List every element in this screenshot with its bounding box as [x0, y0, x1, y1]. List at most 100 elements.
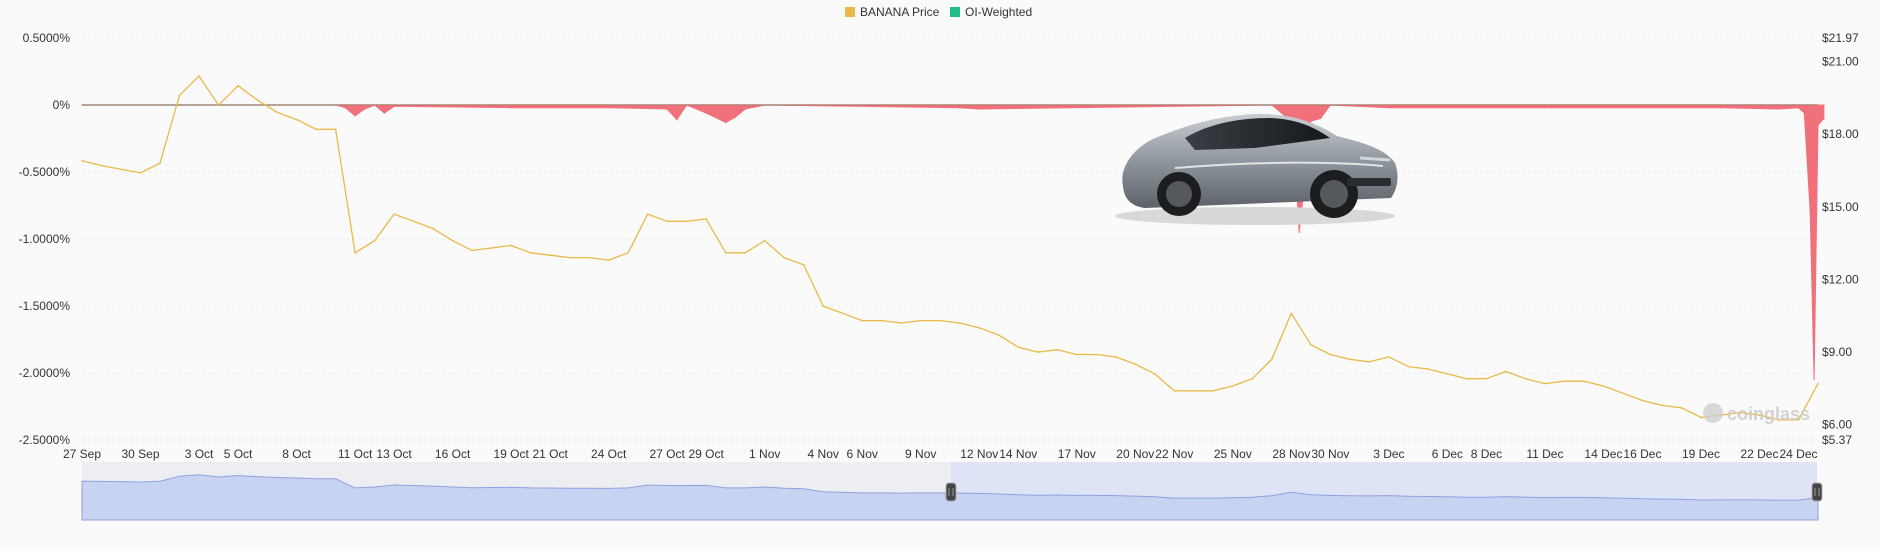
banana-price-point — [1154, 373, 1156, 375]
banana-price-point — [919, 319, 922, 322]
banana-price-point — [763, 239, 766, 242]
legend-label-oi-weighted: OI-Weighted — [965, 5, 1032, 19]
banana-price-point — [666, 220, 668, 223]
legend-swatch-oi-weighted — [950, 7, 960, 17]
x-axis-tick-label: 13 Oct — [376, 447, 412, 461]
x-axis-tick-label: 22 Nov — [1155, 447, 1193, 461]
right-axis-tick-label: $18.00 — [1822, 127, 1859, 141]
banana-price-point — [217, 104, 220, 106]
legend-item-oi-weighted[interactable]: OI-Weighted — [950, 5, 1032, 19]
x-axis-tick-label: 20 Nov — [1116, 447, 1154, 461]
banana-price-point — [1505, 370, 1507, 373]
left-axis-tick-label: -1.5000% — [19, 299, 71, 313]
oi-weighted-point — [676, 119, 678, 121]
banana-price-point — [724, 252, 727, 254]
oi-weighted-point — [364, 108, 366, 110]
oi-weighted-point — [666, 108, 668, 110]
banana-price-point — [939, 319, 942, 322]
banana-price-point — [1329, 353, 1332, 356]
banana-price-point — [1661, 404, 1663, 407]
banana-price-point — [978, 327, 981, 329]
banana-price-point — [471, 249, 473, 252]
banana-price-point — [958, 322, 961, 324]
oi-weighted-point — [959, 107, 961, 109]
x-axis-tick-label: 12 Nov — [960, 447, 998, 461]
x-axis-tick-label: 16 Dec — [1623, 447, 1661, 461]
banana-price-point — [705, 218, 707, 220]
x-axis-tick-label: 25 Nov — [1214, 447, 1252, 461]
x-axis-tick-label: 30 Nov — [1311, 447, 1349, 461]
banana-price-point — [822, 305, 825, 307]
x-axis-tick-label: 27 Sep — [63, 447, 101, 461]
x-axis-tick-label: 30 Sep — [121, 447, 159, 461]
banana-price-point — [510, 244, 512, 247]
banana-price-point — [1075, 353, 1078, 356]
banana-price-point — [1349, 358, 1351, 361]
x-axis-tick-label: 28 Nov — [1272, 447, 1310, 461]
banana-price-point — [412, 220, 415, 223]
banana-price-point — [900, 322, 903, 324]
left-axis-tick-label: 0.5000% — [23, 31, 71, 45]
navigator[interactable] — [81, 462, 1823, 521]
banana-price-point — [1758, 414, 1761, 416]
banana-price-point — [1056, 348, 1059, 351]
coinglass-logo-icon — [1703, 403, 1723, 423]
x-axis-tick-label: 11 Dec — [1526, 447, 1563, 461]
x-axis-tick-label: 4 Nov — [808, 447, 839, 461]
oi-weighted-point — [978, 108, 980, 110]
legend-swatch-banana-price — [845, 7, 855, 17]
banana-price-point — [178, 94, 181, 97]
navigator-left-handle[interactable] — [945, 482, 957, 502]
oi-weighted-point — [354, 115, 356, 117]
banana-price-point — [1485, 377, 1488, 380]
banana-price-point — [1622, 392, 1624, 395]
banana-price-point — [1290, 312, 1293, 315]
banana-price-point — [1232, 385, 1234, 387]
oi-weighted-point — [510, 107, 512, 109]
banana-price-point — [451, 239, 454, 242]
banana-price-point — [588, 256, 590, 259]
banana-price-point — [315, 128, 317, 131]
banana-price-point — [295, 118, 298, 121]
banana-price-point — [685, 220, 688, 223]
banana-price-point — [529, 252, 532, 254]
oi-weighted-point — [1271, 104, 1273, 106]
right-axis-tick-label: $21.00 — [1822, 54, 1859, 68]
x-axis-tick-label: 22 Dec — [1740, 447, 1778, 461]
banana-price-point — [1524, 377, 1527, 380]
banana-price-point — [393, 213, 395, 215]
banana-price-point — [861, 319, 864, 322]
banana-price-point — [1388, 356, 1390, 358]
x-axis-tick-label: 8 Oct — [282, 447, 311, 461]
oi-weighted-point — [734, 116, 737, 118]
x-axis-tick-label: 16 Oct — [435, 447, 471, 461]
right-axis-tick-label: $12.00 — [1822, 272, 1859, 286]
banana-price-point — [997, 334, 1000, 336]
oi-weighted-point — [725, 121, 727, 124]
banana-price-point — [627, 252, 629, 254]
oi-weighted-series — [81, 104, 1825, 381]
banana-price-point — [1739, 411, 1741, 414]
x-axis-tick-label: 24 Oct — [591, 447, 627, 461]
banana-price-point — [1778, 419, 1780, 421]
banana-price-point — [139, 172, 142, 174]
banana-price-point — [568, 256, 571, 259]
oi-weighted-point — [608, 107, 610, 109]
banana-price-point — [1407, 365, 1410, 368]
x-axis-tick-label: 14 Dec — [1584, 447, 1622, 461]
banana-price-point — [1036, 351, 1039, 353]
banana-price-point — [256, 99, 259, 102]
oi-weighted-point — [373, 104, 376, 106]
banana-price-point — [159, 162, 161, 165]
banana-price-point — [1544, 382, 1546, 385]
oi-weighted-point — [1823, 117, 1825, 119]
legend-item-banana-price[interactable]: BANANA Price — [845, 5, 940, 19]
x-axis-tick-label: 8 Dec — [1471, 447, 1502, 461]
navigator-right-handle[interactable] — [1811, 482, 1823, 502]
oi-weighted-point — [334, 104, 337, 106]
banana-price-point — [841, 312, 844, 315]
right-axis-tick-label: $21.97 — [1822, 31, 1859, 45]
x-axis: 27 Sep 30 Sep 3 Oct 5 Oct 8 Oct 11 Oct 13 Oct 1… — [63, 447, 1818, 461]
